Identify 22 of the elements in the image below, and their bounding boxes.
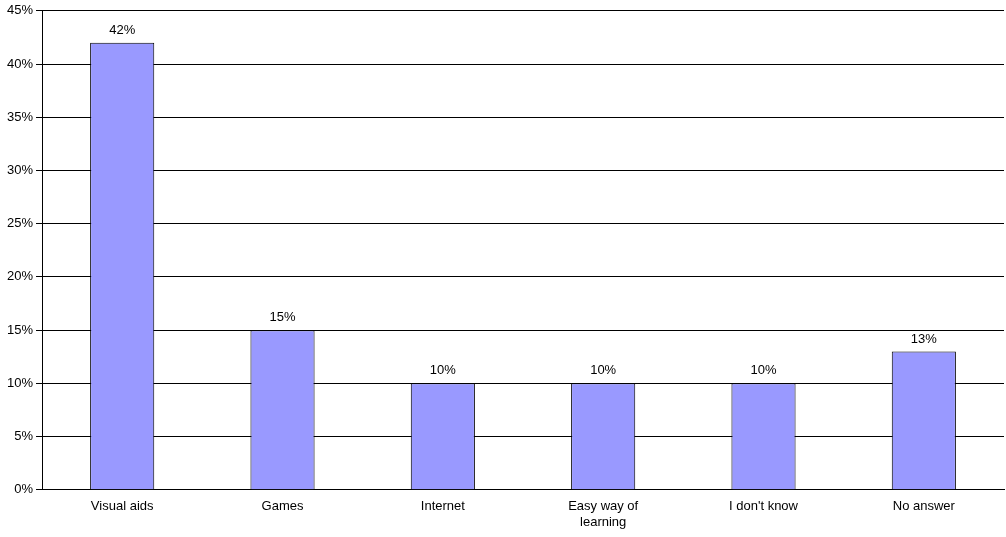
data-label: 42% bbox=[109, 21, 136, 37]
y-tick-label: 5% bbox=[14, 428, 34, 444]
data-label: 10% bbox=[429, 362, 457, 378]
x-tick-label: Internet bbox=[420, 498, 466, 514]
y-tick-label: 35% bbox=[6, 108, 34, 124]
y-tick-label: 45% bbox=[6, 2, 34, 18]
x-tick-label: Easy way of learning bbox=[568, 498, 639, 529]
y-tick-label: 25% bbox=[6, 215, 34, 231]
y-tick-label: 20% bbox=[6, 268, 34, 284]
data-label: 10% bbox=[590, 362, 617, 378]
y-tick-label: 10% bbox=[6, 374, 34, 390]
x-tick-label: Games bbox=[261, 498, 304, 514]
x-tick-label: I don't know bbox=[729, 498, 799, 514]
y-tick-label: 40% bbox=[6, 55, 34, 71]
data-label: 10% bbox=[750, 362, 777, 378]
y-tick-label: 15% bbox=[6, 321, 34, 337]
y-tick-label: 0% bbox=[14, 481, 34, 497]
data-label: 13% bbox=[910, 330, 938, 346]
x-tick-label: No answer bbox=[892, 498, 956, 514]
y-tick-label: 30% bbox=[6, 162, 34, 178]
x-tick-label: Visual aids bbox=[90, 498, 154, 514]
data-label: 15% bbox=[269, 309, 296, 325]
